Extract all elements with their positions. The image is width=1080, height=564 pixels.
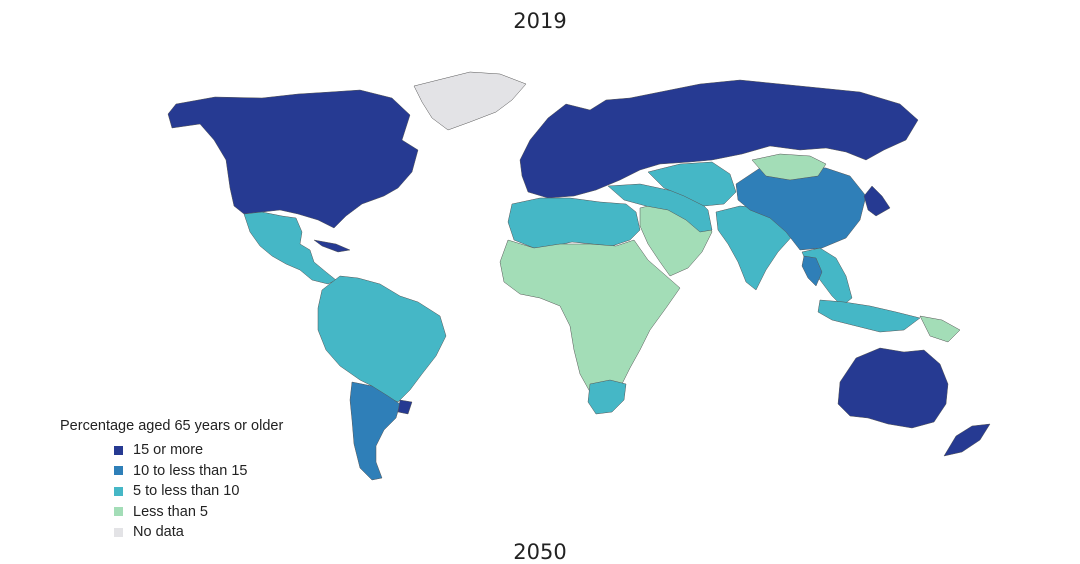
legend-label: 10 to less than 15	[133, 462, 248, 479]
region-indonesia	[817, 299, 921, 333]
region-australia	[837, 347, 949, 429]
region-southern-cone	[349, 381, 401, 481]
legend-swatch	[114, 527, 123, 537]
region-mexico-and-central-america	[243, 211, 337, 285]
region-papua-new-guinea	[919, 315, 961, 343]
legend-swatch	[114, 445, 123, 455]
map-legend: Percentage aged 65 years or older 15 or …	[60, 418, 283, 543]
legend-label: 15 or more	[133, 442, 204, 459]
legend-swatch	[114, 466, 123, 476]
legend-title: Percentage aged 65 years or older	[60, 418, 284, 434]
legend-label: Less than 5	[133, 503, 208, 520]
legend-label: 5 to less than 10	[133, 483, 240, 500]
legend-item: 15 or more	[60, 440, 283, 461]
region-new-zealand	[943, 423, 991, 457]
legend-label: No data	[133, 524, 184, 541]
legend-item: 5 to less than 10	[60, 481, 283, 502]
legend-swatch	[114, 486, 123, 496]
region-thailand	[801, 255, 823, 287]
region-europe-and-russia	[519, 79, 919, 199]
region-mongolia	[751, 153, 827, 181]
region-sub-saharan-africa	[499, 239, 681, 395]
legend-swatch	[114, 507, 123, 517]
legend-item: Less than 5	[60, 502, 283, 523]
region-greenland	[413, 71, 527, 131]
map-title-2019: 2019	[513, 9, 567, 33]
legend-item: No data	[60, 522, 283, 543]
world-map	[167, 71, 991, 481]
region-north-america	[167, 89, 419, 229]
region-uruguay	[397, 399, 413, 415]
region-north-africa	[507, 197, 641, 249]
region-japan-and-korea	[863, 185, 891, 217]
region-northern-south-america	[317, 275, 447, 403]
legend-item: 10 to less than 15	[60, 461, 283, 482]
map-title-2050: 2050	[513, 540, 567, 564]
region-south-africa	[587, 379, 627, 415]
region-central-asia	[647, 161, 737, 207]
region-cuba	[313, 239, 351, 253]
